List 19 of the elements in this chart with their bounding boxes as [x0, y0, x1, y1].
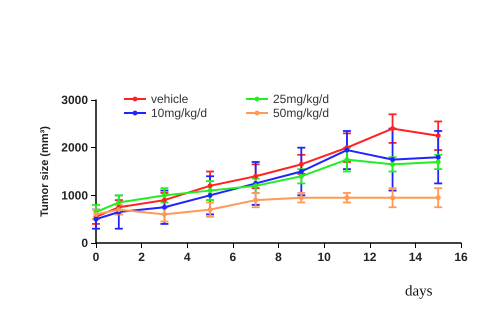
legend-label: 25mg/kg/d	[273, 92, 330, 106]
legend-label: vehicle	[151, 92, 189, 106]
legend-label: 10mg/kg/d	[151, 106, 208, 120]
x-axis-title: days	[405, 284, 433, 300]
x-tick-label: 14	[408, 250, 422, 264]
x-tick-label: 8	[275, 250, 282, 264]
x-tick-label: 6	[230, 250, 237, 264]
y-tick-label: 1000	[61, 188, 88, 202]
x-tick-label: 2	[138, 250, 146, 264]
y-tick-label: 2000	[61, 140, 88, 155]
x-tick-label: 16	[454, 250, 468, 264]
x-tick-label: 0	[92, 250, 100, 264]
x-tick-label: 4	[184, 250, 191, 264]
x-tick-label: 10	[317, 250, 332, 264]
x-tick-label: 12	[363, 250, 377, 264]
y-tick-label: 3000	[61, 93, 88, 107]
legend-label: 50mg/kg/d	[273, 106, 330, 120]
y-axis-title: Tumor size (mm³)	[38, 126, 51, 217]
y-tick-label: 0	[81, 236, 88, 250]
